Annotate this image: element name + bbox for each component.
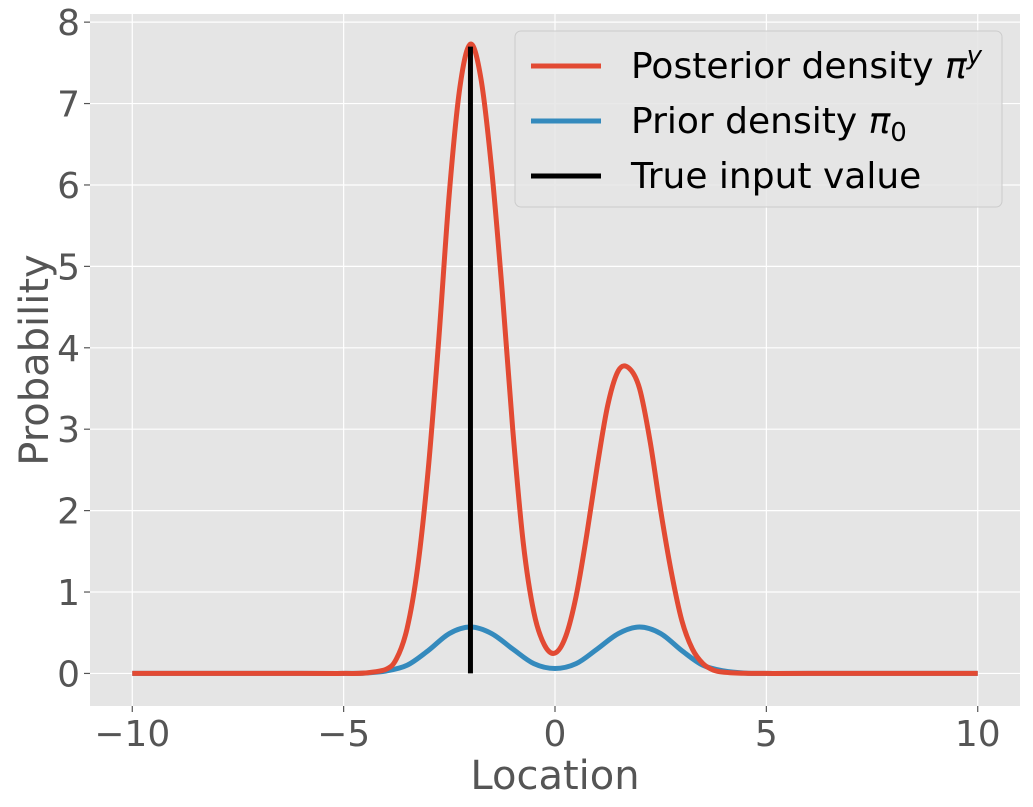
legend-prior-label: Prior density π0 <box>631 101 907 148</box>
series-group <box>132 41 978 676</box>
y-tick-label: 0 <box>57 654 80 695</box>
legend-posterior-label: Posterior density πy <box>631 41 983 87</box>
legend: Posterior density πy Prior density π0 True… <box>514 30 1003 208</box>
y-tick-label: 3 <box>57 410 80 451</box>
x-tick-label: −5 <box>317 714 370 755</box>
y-tick-label: 4 <box>57 329 80 370</box>
y-tick-label: 2 <box>57 492 80 533</box>
x-axis-title: Location <box>470 753 639 799</box>
x-tick-label: 0 <box>544 714 567 755</box>
x-tick-label: 10 <box>955 714 1001 755</box>
y-tick-label: 6 <box>57 166 80 207</box>
y-axis-title: Probability <box>12 254 58 465</box>
legend-box <box>514 30 1003 208</box>
x-tick-label: 5 <box>755 714 778 755</box>
y-tick-label: 5 <box>57 247 80 288</box>
x-tick-label: −10 <box>94 714 170 755</box>
y-tick-label: 1 <box>57 573 80 614</box>
y-tick-label: 8 <box>57 3 80 44</box>
legend-true-input-label: True input value <box>630 156 921 197</box>
ticks: −10 −5 0 5 10 0 1 2 3 4 5 6 7 8 <box>57 3 1001 755</box>
posterior-density-line <box>132 41 978 676</box>
y-tick-label: 7 <box>57 85 80 126</box>
